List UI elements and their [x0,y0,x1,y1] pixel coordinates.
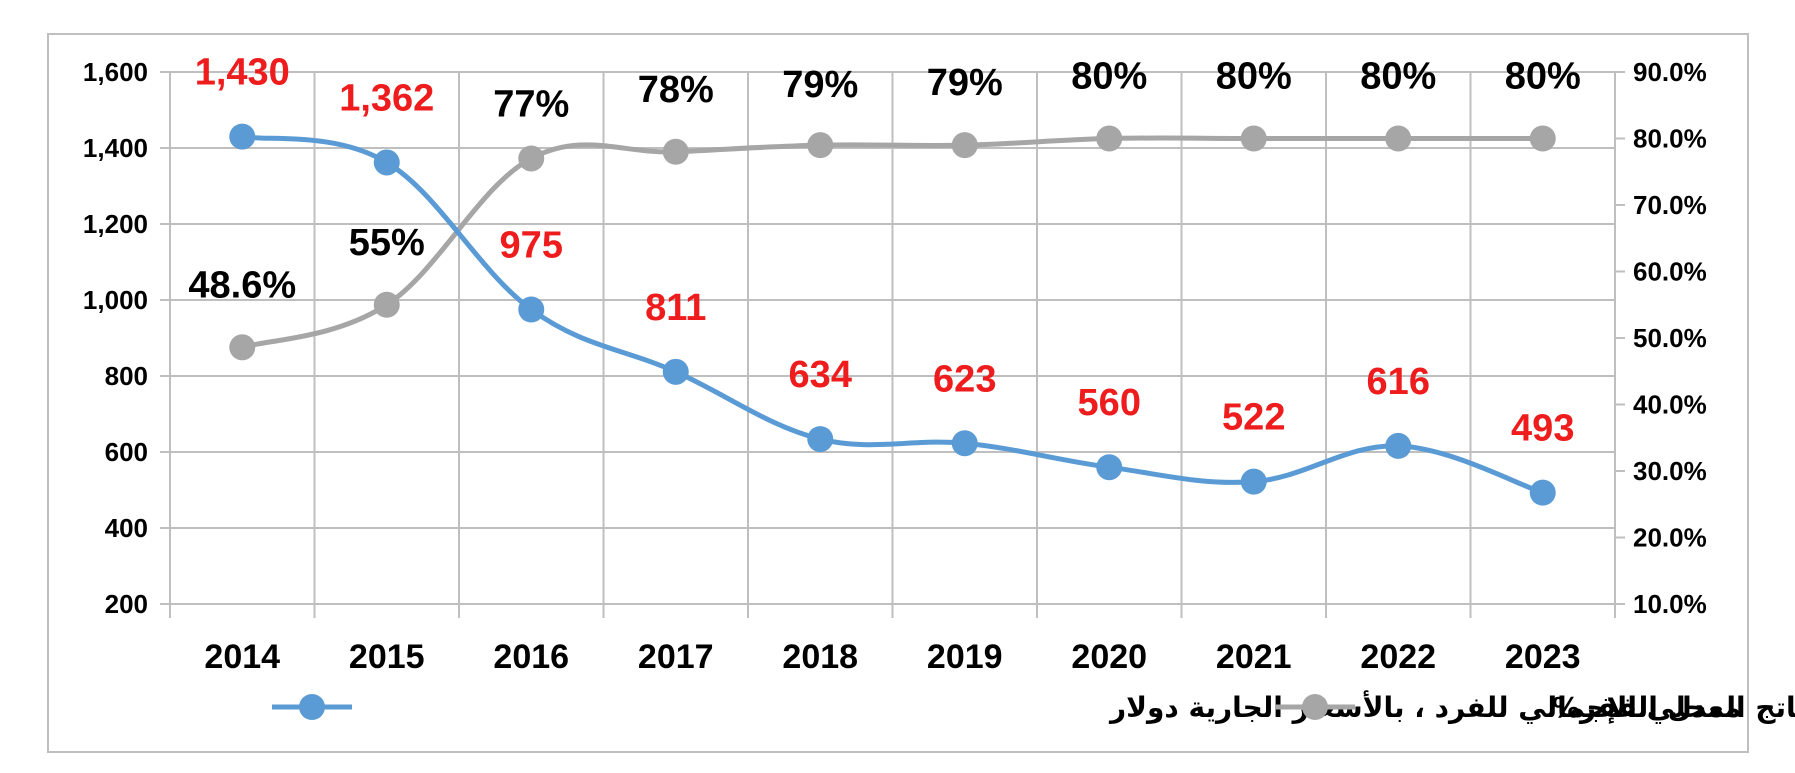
series-point-gdp [1385,432,1412,459]
x-tick-label: 2021 [1216,638,1292,676]
data-label-gdp: 1,430 [195,52,290,94]
right-axis-ticks: 10.0% 20.0% 30.0% 40.0% 50.0% 60.0% 70.0% 80.0%… [1633,57,1707,619]
legend-poverty-marker [1302,694,1328,720]
right-tick-label: 50.0% [1633,323,1707,353]
x-tick-label: 2014 [204,638,280,676]
x-tick-label: 2019 [927,638,1003,676]
series-point-poverty [373,291,400,318]
data-label-poverty: 80% [1071,56,1147,98]
right-tick-label: 80.0% [1633,124,1707,154]
data-label-poverty: 78% [638,69,714,111]
data-label-gdp: 522 [1222,397,1285,439]
left-tick-label: 800 [105,361,148,391]
data-label-poverty: 80% [1216,56,1292,98]
data-label-poverty: 48.6% [188,264,296,306]
series-point-poverty [1529,125,1556,152]
x-tick-label: 2015 [349,638,425,676]
right-tick-label: 20.0% [1633,523,1707,553]
x-tick-label: 2020 [1071,638,1147,676]
series-line-gdp [239,134,1546,496]
data-label-poverty: 55% [349,222,425,264]
chart-border [47,33,1749,753]
legend: الناتج المحلي الإجمالي للفرد ، بالأسعار … [272,690,1795,724]
series-point-poverty [1385,125,1412,152]
series-point-poverty [951,132,978,159]
series-point-gdp [662,358,689,385]
right-tick-label: 30.0% [1633,456,1707,486]
left-axis-ticks: 200 400 600 800 1,000 1,200 1,400 1,600 [83,57,148,619]
legend-poverty-label: معدل الفقر% [1552,691,1741,724]
series-point-gdp [518,296,545,323]
data-label-poverty: 79% [927,62,1003,104]
series-point-gdp [373,149,400,176]
data-label-gdp: 616 [1367,361,1430,403]
data-label-gdp: 634 [789,354,852,396]
series-point-poverty [518,145,545,172]
data-label-poverty: 79% [782,64,858,106]
data-label-gdp: 560 [1078,382,1141,424]
data-label-gdp: 811 [645,287,706,329]
left-tick-label: 200 [105,589,148,619]
data-label-poverty: 80% [1360,56,1436,98]
right-tick-label: 40.0% [1633,390,1707,420]
left-tick-label: 400 [105,513,148,543]
left-tick-label: 1,200 [83,209,148,239]
series-point-poverty [1096,125,1123,152]
right-tick-label: 90.0% [1633,57,1707,87]
x-tick-label: 2023 [1505,638,1581,676]
data-label-poverty: 77% [493,83,569,125]
data-label-gdp: 975 [500,225,563,267]
series-line-poverty [239,135,1546,350]
right-tick-label: 10.0% [1633,589,1707,619]
left-tick-label: 600 [105,437,148,467]
x-tick-label: 2017 [638,638,714,676]
data-label-gdp: 1,362 [339,77,434,119]
legend-gdp-marker [299,694,325,720]
x-axis-ticks: 2014 2015 2016 2017 2018 2019 2020 2021 2022 2023 [204,638,1580,676]
right-tick-label: 60.0% [1633,257,1707,287]
legend-gdp-label: الناتج المحلي الإجمالي للفرد ، بالأسعار … [1108,690,1795,724]
series-point-gdp [1529,479,1556,506]
data-label-gdp: 623 [933,358,996,400]
data-label-gdp: 493 [1511,408,1574,450]
left-tick-label: 1,000 [83,285,148,315]
data-label-poverty: 80% [1505,56,1581,98]
series-point-poverty [1240,125,1267,152]
series-layer [229,123,1556,506]
series-point-poverty [807,132,834,159]
left-tick-label: 1,400 [83,133,148,163]
x-tick-label: 2018 [782,638,858,676]
x-tick-label: 2022 [1360,638,1436,676]
series-point-poverty [229,334,256,361]
series-point-gdp [1240,468,1267,495]
series-point-gdp [1096,454,1123,481]
series-point-poverty [662,138,689,165]
series-point-gdp [229,123,256,150]
axes [160,71,1625,618]
left-tick-label: 1,600 [83,57,148,87]
right-tick-label: 70.0% [1633,190,1707,220]
x-tick-label: 2016 [493,638,569,676]
series-point-gdp [951,430,978,457]
series-point-gdp [807,426,834,453]
data-labels: 1,430 1,362 975 811 634 623 560 522 616 493 48.6% 5… [188,52,1580,450]
